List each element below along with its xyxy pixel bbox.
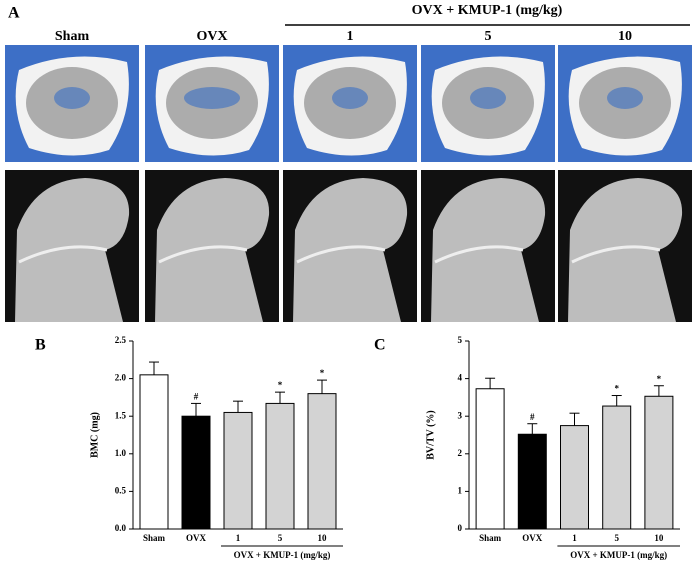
x-tick-label: OVX [522, 533, 543, 543]
group-label: OVX + KMUP-1 (mg/kg) [570, 550, 667, 560]
y-tick-label: 2 [458, 448, 463, 458]
significance-marker: * [614, 384, 619, 394]
femur-head [155, 178, 270, 322]
bar [181, 415, 211, 530]
y-tick-label: 2.5 [115, 335, 127, 345]
bar [265, 402, 295, 530]
y-tick-label: 0.0 [115, 523, 127, 533]
group-label: OVX + KMUP-1 (mg/kg) [412, 3, 563, 18]
bar [139, 374, 169, 530]
x-tick-label: 5 [614, 533, 619, 543]
marrow [607, 87, 643, 109]
y-tick-label: 4 [458, 373, 463, 383]
y-tick-label: 1.5 [115, 410, 127, 420]
growth-plate [296, 245, 386, 264]
significance-marker: * [320, 368, 325, 378]
group-label: OVX + KMUP-1 (mg/kg) [234, 550, 331, 560]
x-tick-label: 10 [318, 533, 328, 543]
bar [307, 393, 337, 530]
y-axis-label: BMC (mg) [89, 412, 100, 458]
column-header: 10 [618, 29, 632, 44]
growth-plate [434, 245, 524, 264]
femur-head [15, 178, 130, 322]
y-axis-label: BV/TV (%) [425, 410, 436, 460]
column-header: 5 [485, 29, 492, 44]
bar [560, 425, 589, 530]
bar [644, 395, 674, 530]
y-tick-label: 1.0 [115, 448, 127, 458]
significance-marker: * [657, 374, 662, 384]
significance-marker: # [194, 391, 199, 401]
x-tick-label: 1 [236, 533, 241, 543]
femur-head [293, 178, 408, 322]
y-tick-label: 3 [458, 410, 463, 420]
x-tick-label: 10 [654, 533, 664, 543]
significance-marker: * [278, 380, 283, 390]
growth-plate [571, 245, 661, 264]
y-tick-label: 1 [458, 485, 463, 495]
significance-marker: # [530, 412, 535, 422]
bar [517, 433, 547, 530]
panel-label: B [35, 337, 46, 354]
x-tick-label: 1 [572, 533, 577, 543]
bar [602, 405, 632, 530]
femur-head [568, 178, 683, 322]
marrow [54, 87, 90, 109]
growth-plate [158, 245, 248, 264]
column-header: Sham [55, 29, 90, 44]
x-tick-label: Sham [143, 533, 166, 543]
marrow [184, 87, 240, 109]
y-tick-label: 2.0 [115, 373, 127, 383]
x-tick-label: 5 [278, 533, 283, 543]
growth-plate [18, 245, 108, 264]
marrow [470, 87, 506, 109]
y-tick-label: 0 [458, 523, 463, 533]
x-tick-label: Sham [479, 533, 502, 543]
x-tick-label: OVX [186, 533, 207, 543]
column-header: 1 [347, 29, 354, 44]
panel-label: A [8, 5, 20, 22]
bar [223, 411, 253, 530]
column-header: OVX [196, 29, 227, 44]
y-tick-label: 0.5 [115, 485, 127, 495]
femur-head [431, 178, 546, 322]
y-tick-label: 5 [458, 335, 463, 345]
panel-label: C [374, 337, 386, 354]
bar [475, 388, 505, 530]
marrow [332, 87, 368, 109]
